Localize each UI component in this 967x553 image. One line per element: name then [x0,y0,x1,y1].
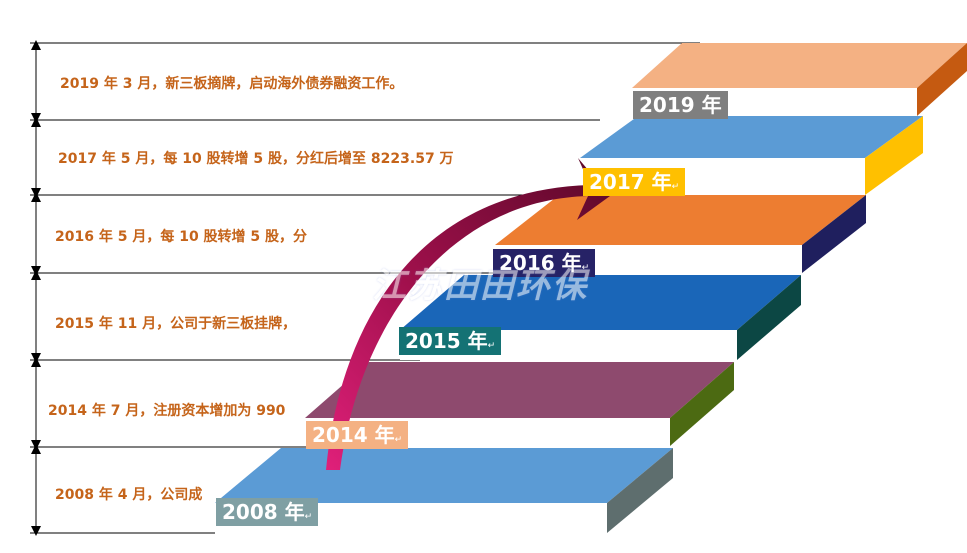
step-side-face [917,43,967,116]
milestone-text: 2019 年 3 月，新三板摘牌，启动海外债券融资工作。 [60,76,404,92]
step-side-face [670,362,734,446]
year-text: 2016 年 [499,251,582,275]
year-label: 2014 年↵ [306,421,409,449]
step-top-face [495,195,866,245]
step-top-face [215,448,673,503]
year-label: 2016 年↵ [493,249,596,277]
return-mark: ↵ [394,435,403,445]
year-label: 2008 年↵ [216,498,319,526]
year-text: 2015 年 [405,329,488,353]
step-top-face [305,362,734,418]
return-mark: ↵ [487,341,496,351]
milestone-text: 2016 年 5 月，每 10 股转增 5 股，分 [55,229,308,245]
year-label: 2017 年↵ [583,168,686,196]
year-label: 2015 年↵ [399,327,502,355]
step-side-face [737,275,801,360]
milestone-text: 2008 年 4 月，公司成 [55,487,203,503]
step-side-face [865,116,923,195]
year-text: 2017 年 [589,170,672,194]
growth-arrow [326,158,610,470]
milestone-text: 2015 年 11 月，公司于新三板挂牌， [55,316,297,332]
year-text: 2014 年 [312,423,395,447]
year-text: 2008 年 [222,500,305,524]
year-text: 2019 年 [639,93,722,117]
step-5 [632,43,967,116]
watermark: 江苏田田环保 [372,266,588,306]
step-side-face [607,448,673,533]
year-label: 2019 年 [633,91,728,119]
return-mark: ↵ [581,263,590,273]
step-top-face [632,43,967,88]
return-mark: ↵ [671,182,680,192]
step-1 [305,362,734,446]
return-mark: ↵ [304,512,313,522]
step-side-face [802,195,866,273]
step-top-face [400,275,801,330]
milestone-text: 2014 年 7 月，注册资本增加为 990 [48,403,286,419]
milestone-text: 2017 年 5 月，每 10 股转增 5 股，分红后增至 8223.57 万 [58,151,454,167]
step-top-face [580,116,923,158]
